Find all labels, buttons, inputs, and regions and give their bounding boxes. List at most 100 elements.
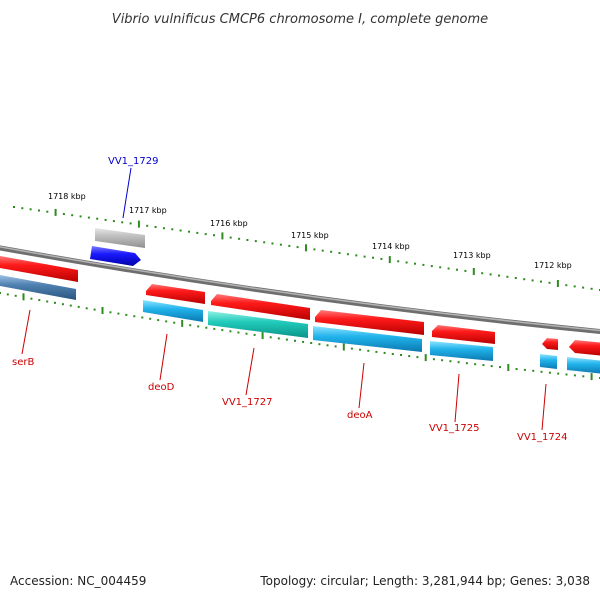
inner-ring-major-tick [22, 293, 25, 301]
tick-label-1718: 1718 kbp [48, 192, 86, 201]
outer-ring-minor-tick [229, 236, 232, 239]
gene-VV1_1724[interactable] [542, 338, 558, 350]
inner-ring-minor-tick [109, 311, 112, 314]
outer-ring-minor-tick [196, 231, 199, 234]
topology-text: Topology: circular; Length: 3,281,944 bp… [260, 574, 590, 588]
inner-ring-minor-tick [400, 354, 402, 356]
leader-deoD [159, 333, 168, 381]
outer-ring-minor-tick [397, 260, 400, 263]
inner-ring-major-tick [342, 343, 345, 351]
tick-label-1713: 1713 kbp [453, 251, 491, 260]
outer-ring-minor-tick [21, 207, 24, 210]
inner-ring-minor-tick [310, 342, 313, 344]
leader-VV1_1724 [541, 383, 547, 431]
inner-ring-minor-tick [141, 316, 144, 319]
gene-deoD-feature[interactable] [143, 300, 203, 322]
gene-VV1_1727-feature[interactable] [208, 311, 308, 338]
label-VV1_1724[interactable]: VV1_1724 [517, 432, 568, 443]
inner-ring-minor-tick [245, 332, 248, 335]
outer-ring-major-tick [472, 268, 475, 275]
gene-deoA[interactable] [315, 310, 424, 335]
outer-ring-minor-tick [430, 265, 433, 268]
gene-VV1_1727[interactable] [211, 294, 310, 320]
outer-ring-major-tick [305, 244, 307, 252]
label-serB[interactable]: serB [12, 357, 34, 368]
outer-ring-minor-tick [464, 269, 467, 272]
inner-ring-minor-tick [6, 293, 9, 296]
label-VV1_1725[interactable]: VV1_1725 [429, 423, 480, 434]
inner-ring-minor-tick [205, 326, 208, 329]
gene-VV1_1725[interactable] [432, 325, 495, 344]
inner-ring-minor-tick [375, 350, 378, 353]
leader-VV1_1729 [122, 167, 132, 219]
outer-ring-minor-tick [38, 209, 40, 212]
leader-VV1_1727 [245, 347, 255, 396]
outer-ring-minor-tick [321, 249, 324, 252]
gene-deoA-feature[interactable] [313, 326, 422, 352]
inner-ring-minor-tick [548, 371, 551, 374]
label-deoD[interactable]: deoD [148, 382, 175, 393]
inner-ring-minor-tick [269, 336, 272, 339]
outer-ring-minor-tick [29, 208, 32, 211]
inner-ring-minor-tick [441, 359, 444, 362]
outer-ring-minor-tick [96, 217, 99, 220]
chromosome-backbone-highlight [0, 246, 600, 332]
inner-ring-major-tick [101, 307, 104, 314]
outer-ring-minor-tick [213, 234, 215, 237]
outer-ring-minor-tick [439, 266, 442, 269]
inner-ring-minor-tick [499, 366, 501, 369]
inner-ring-minor-tick [285, 338, 288, 341]
outer-ring-minor-tick [338, 252, 341, 254]
label-VV1_1727[interactable]: VV1_1727 [222, 397, 273, 408]
outer-ring-minor-tick [456, 268, 458, 271]
outer-ring-minor-tick [129, 222, 132, 225]
gene-VV1_1729[interactable] [90, 246, 141, 266]
outer-ring-minor-tick [146, 224, 149, 227]
gene-serB[interactable] [0, 256, 78, 282]
outer-ring-minor-tick [346, 253, 349, 256]
label-deoA[interactable]: deoA [347, 410, 373, 421]
gene-VV1_1724-feature[interactable] [540, 354, 557, 369]
outer-ring-minor-tick [288, 244, 291, 247]
outer-ring-minor-tick [263, 241, 266, 244]
inner-ring-minor-tick [515, 368, 518, 370]
outer-ring-minor-tick [154, 226, 157, 228]
inner-ring-minor-tick [465, 362, 468, 365]
inner-ring-minor-tick [565, 373, 568, 376]
inner-ring-minor-tick [173, 321, 176, 324]
outer-ring-minor-tick [104, 218, 107, 221]
inner-ring-minor-tick [318, 343, 321, 346]
label-VV1_1729[interactable]: VV1_1729 [108, 156, 159, 167]
outer-ring-minor-tick [405, 261, 408, 264]
inner-ring-minor-tick [457, 361, 460, 364]
inner-tick-ring [0, 292, 600, 381]
gene-VV1_1729-feature[interactable] [95, 228, 145, 248]
inner-ring-minor-tick [367, 349, 370, 352]
inner-ring-minor-tick [294, 339, 296, 342]
outer-ring-minor-tick [447, 267, 450, 270]
inner-ring-minor-tick [157, 319, 160, 322]
inner-ring-minor-tick [61, 303, 64, 306]
outer-ring-minor-tick [238, 237, 241, 240]
inner-ring-minor-tick [165, 320, 168, 323]
inner-ring-minor-tick [133, 315, 136, 318]
gene-VV1_1725-feature[interactable] [430, 341, 493, 361]
outer-ring-minor-tick [330, 250, 333, 253]
inner-ring-minor-tick [253, 333, 256, 336]
outer-ring-minor-tick [279, 243, 282, 246]
inner-ring-minor-tick [197, 325, 200, 328]
outer-ring-major-tick [556, 280, 559, 287]
gene-features [0, 228, 600, 374]
inner-ring-minor-tick [383, 351, 386, 354]
gene-deoD[interactable] [146, 284, 205, 304]
outer-ring-minor-tick [355, 254, 358, 257]
inner-ring-minor-tick [474, 363, 477, 366]
inner-ring-minor-tick [557, 372, 560, 375]
gene-serB-feature[interactable] [0, 275, 76, 300]
inner-ring-major-tick [590, 373, 593, 381]
inner-ring-minor-tick [69, 304, 72, 307]
inner-ring-minor-tick [117, 312, 120, 315]
gene-next[interactable] [569, 340, 600, 356]
gene-next-feature[interactable] [567, 357, 600, 374]
